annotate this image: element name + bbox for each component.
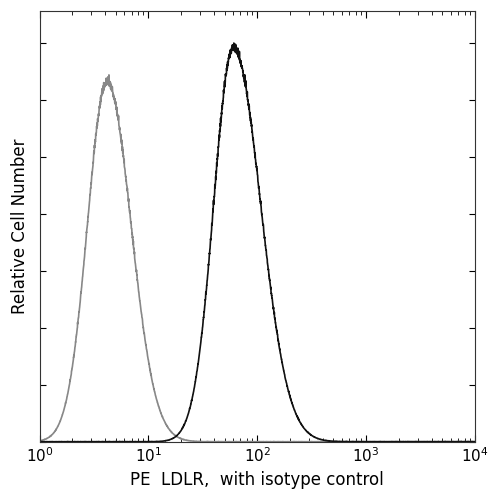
X-axis label: PE  LDLR,  with isotype control: PE LDLR, with isotype control [130, 471, 384, 489]
Y-axis label: Relative Cell Number: Relative Cell Number [11, 138, 29, 314]
